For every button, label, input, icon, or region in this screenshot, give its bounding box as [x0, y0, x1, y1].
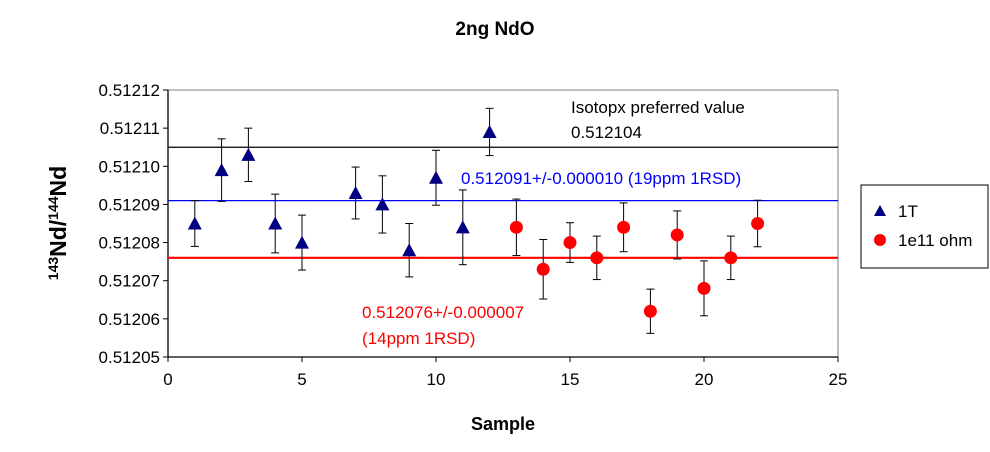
data-point-1t [482, 124, 497, 138]
legend: 1T 1e11 ohm [860, 184, 989, 269]
red-mean-annotation-line1: 0.512076+/-0.000007 [362, 303, 524, 322]
x-tick-label: 10 [427, 370, 446, 389]
data-points [187, 107, 765, 334]
chart-title: 2ng NdO [455, 19, 534, 40]
data-point-1t [268, 216, 283, 230]
y-axis-mass-144: 144 [45, 196, 61, 220]
data-point-1e11 [536, 262, 550, 276]
data-point-1t [187, 216, 202, 230]
annotations: Isotopx preferred value 0.512104 0.51209… [362, 98, 745, 348]
data-point-1t [402, 243, 417, 257]
data-point-1t [295, 235, 309, 249]
data-point-1e11 [509, 220, 523, 234]
x-axis-ticks: 0 5 10 15 20 25 [163, 357, 847, 389]
legend-box [860, 184, 989, 269]
y-axis-title: 143Nd/144Nd [45, 166, 71, 280]
y-tick-label: 0.51205 [99, 348, 160, 367]
y-tick-label: 0.51212 [99, 81, 160, 100]
data-point-1e11 [590, 251, 604, 265]
data-point-1t [214, 163, 229, 177]
y-axis-ticks: 0.51205 0.51206 0.51207 0.51208 0.51209 0.512… [99, 81, 168, 367]
legend-label-1t: 1T [898, 202, 918, 221]
y-tick-label: 0.51207 [99, 272, 160, 291]
preferred-value-number: 0.512104 [571, 123, 642, 142]
data-point-1e11 [697, 281, 711, 295]
data-point-1e11 [563, 236, 577, 250]
data-point-1t [375, 197, 390, 211]
legend-label-1e11: 1e11 ohm [898, 231, 972, 250]
data-point-1e11 [724, 251, 738, 265]
data-point-1t [455, 220, 470, 234]
x-axis-title: Sample [471, 414, 535, 434]
legend-circle-icon [874, 234, 886, 246]
x-tick-label: 15 [561, 370, 580, 389]
data-point-1e11 [643, 304, 657, 318]
x-tick-label: 25 [829, 370, 848, 389]
x-tick-label: 5 [297, 370, 306, 389]
y-tick-label: 0.51208 [99, 234, 160, 253]
data-point-1t [429, 170, 443, 184]
x-tick-label: 0 [163, 370, 172, 389]
y-tick-label: 0.51211 [100, 119, 160, 138]
y-axis-element-1: Nd/ [45, 219, 71, 257]
y-axis-element-2: Nd [45, 166, 71, 197]
data-point-1e11 [617, 220, 631, 234]
legend-triangle-icon [874, 205, 886, 216]
y-tick-label: 0.51206 [99, 310, 160, 329]
data-point-1e11 [670, 228, 684, 242]
y-axis-mass-143: 143 [45, 257, 61, 281]
x-tick-label: 20 [695, 370, 714, 389]
blue-mean-annotation: 0.512091+/-0.000010 (19ppm 1RSD) [461, 169, 741, 188]
red-mean-annotation-line2: (14ppm 1RSD) [362, 329, 475, 348]
preferred-value-label: Isotopx preferred value [571, 98, 745, 117]
y-tick-label: 0.51209 [99, 195, 160, 214]
plot-area [167, 89, 839, 358]
data-point-1e11 [751, 217, 765, 230]
data-point-1t [241, 147, 256, 161]
data-point-1t [348, 185, 363, 199]
y-tick-label: 0.51210 [99, 157, 160, 176]
